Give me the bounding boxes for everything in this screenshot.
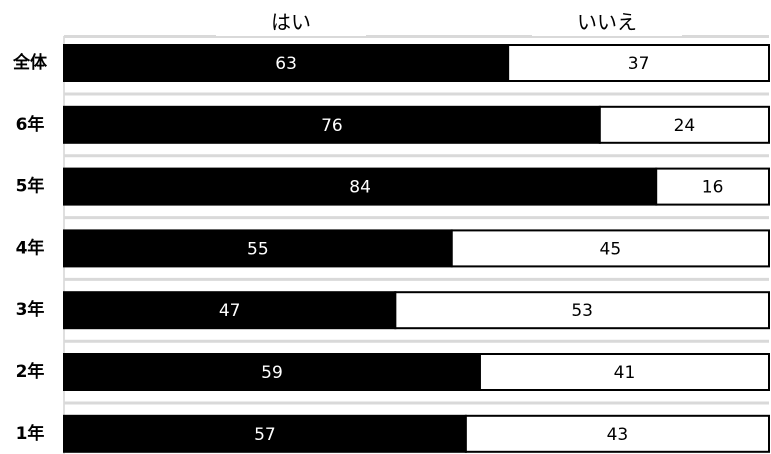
data-label: 24 (674, 116, 696, 136)
bar-segment (598, 105, 770, 144)
category-label: 5年 (16, 176, 45, 197)
category-label: 4年 (16, 237, 45, 258)
data-label: 59 (261, 363, 283, 383)
data-label: 16 (702, 178, 724, 198)
legend-item-bg (216, 8, 366, 36)
data-label: 41 (614, 363, 636, 383)
bar-segment (450, 229, 770, 268)
bar-segment (63, 414, 467, 453)
data-label: 45 (600, 239, 622, 259)
bar-segment (507, 44, 770, 82)
bar-segment (63, 229, 453, 268)
data-label: 76 (321, 116, 343, 136)
category-label: 2年 (16, 361, 45, 382)
legend-label: はい (271, 10, 311, 34)
data-label: 53 (571, 301, 593, 321)
bar-segment (394, 291, 770, 330)
bar-segment (478, 353, 770, 391)
data-label: 47 (219, 301, 241, 321)
bar-segment (464, 414, 770, 453)
category-label: 6年 (16, 114, 45, 135)
category-label: 全体 (12, 52, 48, 73)
data-label: 37 (628, 54, 650, 74)
legend-item-bg (532, 8, 682, 36)
bar-segment (655, 167, 771, 206)
data-label: 55 (247, 239, 269, 259)
data-label: 57 (254, 425, 276, 445)
category-label: 1年 (16, 423, 45, 444)
data-label: 63 (275, 54, 297, 74)
category-label: 3年 (16, 299, 45, 320)
data-label: 43 (607, 425, 629, 445)
data-label: 84 (349, 178, 371, 198)
bar-segment (63, 353, 481, 391)
legend-label: いいえ (577, 10, 637, 34)
